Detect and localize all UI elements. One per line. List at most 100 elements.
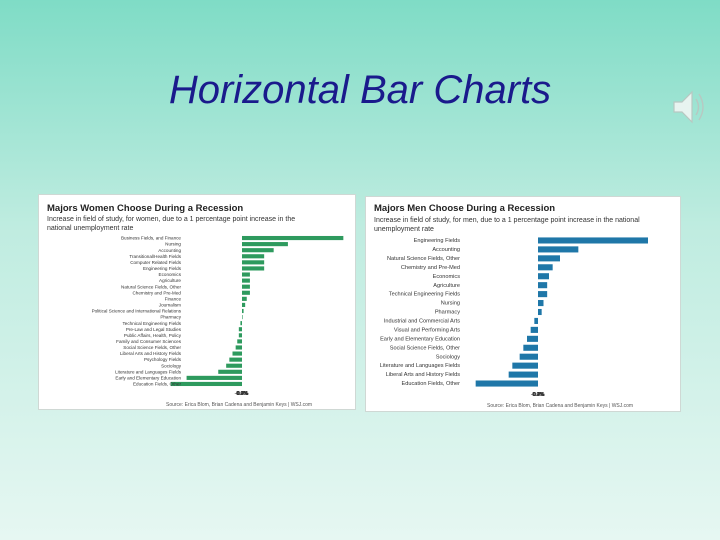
women-tick-label: 0.6% [237, 391, 249, 397]
women-bar [170, 381, 242, 387]
men-bar [519, 353, 538, 360]
men-category-label: Engineering Fields [414, 238, 461, 244]
women-bar [242, 260, 265, 265]
women-category-label: Early and Elementary Education [115, 375, 181, 380]
women-bar [226, 363, 242, 368]
women-bar [242, 248, 274, 253]
men-bars: Engineering Fields Accounting Natural Scie… [380, 237, 648, 398]
men-bar [538, 255, 560, 262]
men-bar [508, 371, 538, 378]
women-tick-label: 0.4% [237, 391, 249, 397]
men-bar [523, 344, 538, 351]
women-category-label: Pharmacy [160, 315, 181, 320]
men-tick-label: -0.4% [531, 392, 545, 398]
women-category-label: Economics [159, 272, 182, 277]
women-bar [238, 333, 242, 338]
women-bar [242, 278, 250, 283]
women-category-label: Journalism [159, 303, 181, 308]
women-bar [242, 290, 250, 295]
men-bar [538, 264, 553, 271]
men-tick-label: 0.6% [533, 392, 545, 398]
women-tick-label: 0.2% [237, 391, 249, 397]
men-category-label: Natural Science Fields, Other [387, 256, 460, 262]
women-bar [242, 284, 250, 289]
men-category-label: Sociology [436, 354, 460, 360]
women-chart-panel: Majors Women Choose During a Recession I… [38, 194, 356, 410]
men-category-label: Visual and Performing Arts [394, 327, 460, 333]
men-chart: Majors Men Choose During a Recession Inc… [374, 203, 648, 409]
women-chart-subtitle-2: national unemployment rate [47, 225, 133, 232]
slide-title: Horizontal Bar Charts [168, 68, 552, 112]
speaker-icon[interactable] [668, 84, 708, 130]
women-bar [242, 315, 243, 320]
men-category-label: Pharmacy [435, 310, 460, 316]
men-category-label: Accounting [432, 247, 460, 253]
women-chart-source: Source: Erica Blom, Brian Cadena and Ben… [166, 402, 312, 408]
women-category-label: Pre-Law and Legal Studies [126, 327, 182, 332]
women-category-label: Transitional/Health Fields [129, 254, 181, 259]
women-bar [242, 266, 265, 271]
women-category-label: Engineering Fields [143, 266, 182, 271]
women-tick-label: -0.4% [235, 391, 249, 397]
men-bar [538, 237, 648, 244]
men-category-label: Agriculture [433, 283, 460, 289]
women-bar [235, 345, 242, 350]
women-bar [242, 235, 344, 241]
men-category-label: Nursing [441, 301, 460, 307]
women-category-label: Chemistry and Pre-Med [132, 290, 181, 295]
men-tick-label: -0.2% [531, 392, 545, 398]
men-bar [538, 246, 579, 253]
women-bar [242, 296, 247, 301]
women-category-label: Technical Engineering Fields [123, 321, 182, 326]
women-tick-label: 0.0% [236, 391, 248, 397]
men-category-label: Liberal Arts and History Fields [386, 372, 461, 378]
men-bar [475, 380, 538, 387]
men-chart-title: Majors Men Choose During a Recession [374, 203, 555, 214]
women-chart: Majors Women Choose During a Recession I… [47, 203, 344, 408]
women-bar [240, 321, 242, 326]
women-category-label: Sociology [161, 363, 182, 368]
women-bar [242, 254, 265, 259]
women-bar [186, 375, 242, 380]
men-bar [538, 291, 548, 298]
women-category-label: Social Science Fields, Other [123, 345, 181, 350]
women-category-label: Computer Related Fields [130, 260, 182, 265]
men-bar [534, 317, 538, 324]
men-tick-label: 0.2% [533, 392, 545, 398]
women-category-label: Political Science and International Rela… [92, 309, 182, 314]
women-bar [242, 308, 244, 314]
men-bar [538, 273, 549, 280]
women-category-label: Agriculture [159, 278, 181, 283]
men-bar [512, 362, 538, 369]
men-tick-label: 0.0% [532, 392, 544, 398]
women-bars: Business Fields, and FinanceNursingAccou… [92, 236, 344, 397]
men-chart-subtitle-1: Increase in field of study, for men, due… [374, 217, 640, 224]
women-bar [242, 302, 246, 307]
men-chart-panel: Majors Men Choose During a Recession Inc… [365, 196, 681, 412]
men-category-label: Technical Engineering Fields [389, 292, 460, 298]
women-category-label: Finance [165, 296, 182, 301]
men-category-label: Early and Elementary Education [380, 336, 460, 342]
women-bar [229, 357, 242, 362]
men-category-label: Literature and Languages Fields [380, 363, 460, 369]
men-bar [530, 326, 538, 333]
women-tick-label: -0.2% [235, 391, 249, 397]
men-category-label: Industrial and Commercial Arts [384, 319, 460, 325]
men-bar [538, 282, 548, 289]
men-bar [538, 300, 544, 307]
women-category-label: Liberal Arts and History Fields [120, 351, 182, 356]
women-category-label: Psychology Fields [144, 357, 182, 362]
women-bar [242, 242, 288, 247]
men-chart-subtitle-2: unemployment rate [374, 226, 434, 233]
women-tick-label: -0.6% [235, 391, 249, 397]
men-bar [538, 308, 542, 316]
women-category-label: Literature and Languages Fields [115, 369, 182, 374]
men-category-label: Chemistry and Pre-Med [401, 265, 460, 271]
men-chart-source: Source: Erica Blom, Brian Cadena and Ben… [487, 403, 633, 409]
women-category-label: Public Affairs, Health, Policy [124, 333, 182, 338]
men-category-label: Education Fields, Other [402, 381, 461, 387]
women-bar [232, 351, 242, 356]
women-chart-subtitle-1: Increase in field of study, for women, d… [47, 216, 295, 223]
men-category-label: Economics [433, 274, 461, 280]
men-bar [527, 335, 538, 342]
